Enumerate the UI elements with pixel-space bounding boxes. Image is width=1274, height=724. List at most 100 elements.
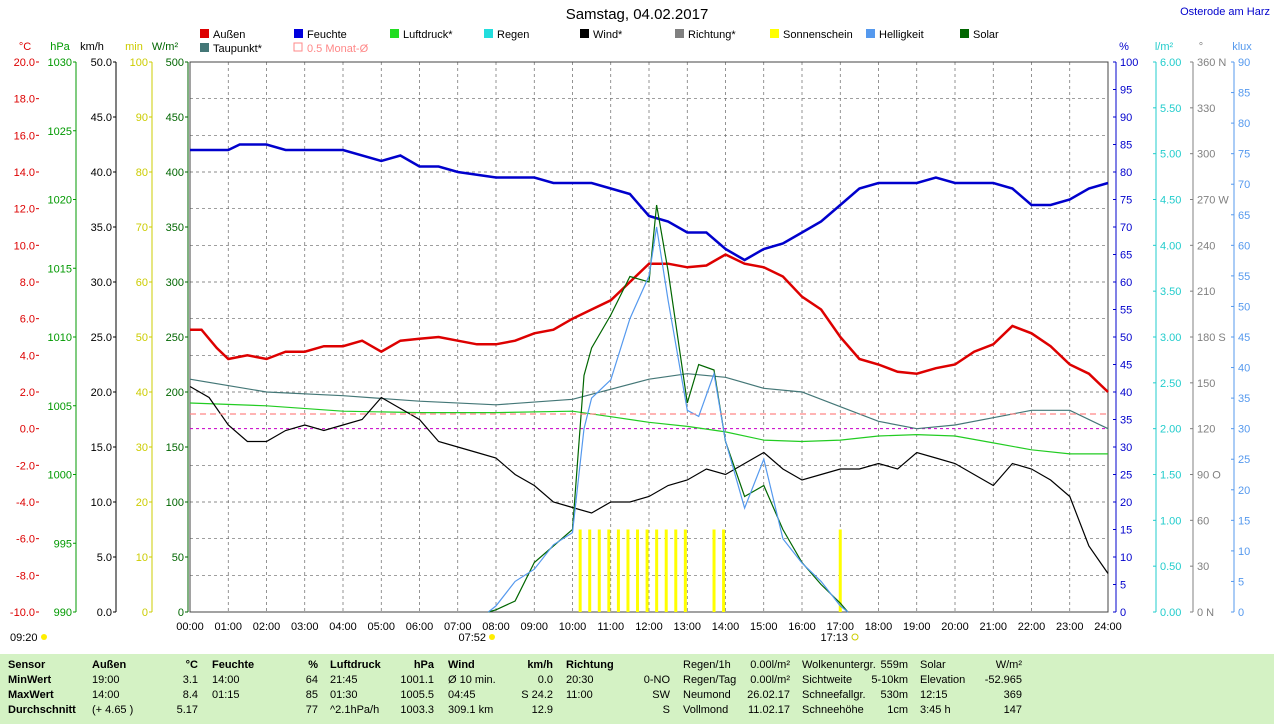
stats-cell: -52.965 — [984, 674, 1022, 686]
stats-cell: 147 — [1003, 704, 1022, 716]
temp-tick-label: 20.0 — [14, 57, 35, 69]
sunrise-label: 07:52 — [458, 632, 486, 644]
stats-cell: % — [308, 659, 318, 671]
stats-cell: Regen/1h — [683, 659, 731, 671]
temp-tick-label: -10.0 — [10, 607, 35, 619]
wind-tick-label: 0.0 — [97, 607, 112, 619]
rain-axis-unit: l/m² — [1155, 41, 1174, 53]
stats-cell: 0.00l/m² — [750, 659, 790, 671]
lux-tick-label: 70 — [1238, 179, 1250, 191]
stats-cell: Vollmond — [683, 704, 729, 716]
rain-tick-label: 6.00 — [1160, 57, 1181, 69]
humidity-tick-label: 45 — [1120, 360, 1132, 372]
stats-cell: 1005.5 — [400, 689, 434, 701]
lux-tick-label: 5 — [1238, 576, 1244, 588]
wind-axis-unit: km/h — [80, 41, 104, 53]
stats-cell: 85 — [305, 689, 318, 701]
wind-tick-label: 40.0 — [91, 167, 112, 179]
rain-tick-label: 1.50 — [1160, 470, 1181, 482]
lux-tick-label: 30 — [1238, 424, 1250, 436]
rain-tick-label: 0.50 — [1160, 561, 1181, 573]
temp-tick-label: -4.0 — [16, 497, 35, 509]
solar-tick-label: 300 — [166, 277, 184, 289]
solar-tick-label: 0 — [178, 607, 184, 619]
direction-tick-label: 0 N — [1197, 607, 1214, 619]
legend-label: Richtung* — [688, 29, 736, 41]
lux-tick-label: 75 — [1238, 149, 1250, 161]
sunmin-axis-unit: min — [125, 41, 143, 53]
legend-label: Helligkeit — [879, 29, 924, 41]
temp-tick-label: 6.0 — [20, 314, 35, 326]
humidity-tick-label: 70 — [1120, 222, 1132, 234]
rain-tick-label: 2.00 — [1160, 424, 1181, 436]
legend-label: 0.5 Monat-Ø — [307, 43, 369, 55]
stats-cell: 0.00l/m² — [750, 674, 790, 686]
sunmin-tick-label: 30 — [136, 442, 148, 454]
stats-cell: S 24.2 — [521, 689, 553, 701]
time-tick-label: 17:00 — [826, 621, 854, 633]
wind-tick-label: 10.0 — [91, 497, 112, 509]
stats-cell: 04:45 — [448, 689, 476, 701]
legend-swatch — [200, 43, 209, 52]
humidity-tick-label: 75 — [1120, 195, 1132, 207]
humidity-tick-label: 55 — [1120, 305, 1132, 317]
stats-cell: 21:45 — [330, 674, 358, 686]
weather-chart: °C 20.0 18.0 16.0 14.0 12.0 10.0 8.0 6.0 4.0 2.0 0.… — [10, 29, 1252, 644]
lux-tick-label: 25 — [1238, 454, 1250, 466]
lux-tick-label: 65 — [1238, 210, 1250, 222]
sunshine-bar — [607, 529, 611, 612]
humidity-tick-label: 90 — [1120, 112, 1132, 124]
stats-cell: 8.4 — [182, 689, 198, 701]
direction-tick-label: 90 O — [1197, 470, 1221, 482]
legend-swatch — [294, 29, 303, 38]
humidity-tick-label: 100 — [1120, 57, 1138, 69]
temp-tick-label: 18.0 — [14, 94, 35, 106]
stats-cell: 0.0 — [537, 674, 553, 686]
stats-cell: Richtung — [566, 659, 614, 671]
time-tick-label: 03:00 — [291, 621, 319, 633]
solar-tick-label: 350 — [166, 222, 184, 234]
rain-tick-label: 4.00 — [1160, 240, 1181, 252]
time-tick-label: 00:00 — [176, 621, 204, 633]
legend-swatch — [960, 29, 969, 38]
humidity-tick-label: 5 — [1120, 580, 1126, 592]
stats-cell: 26.02.17 — [747, 689, 790, 701]
stats-cell: Solar — [920, 659, 946, 671]
lux-tick-label: 35 — [1238, 393, 1250, 405]
stats-cell: 11.02.17 — [747, 704, 790, 716]
solar-tick-label: 100 — [166, 497, 184, 509]
stats-cell: 369 — [1003, 689, 1022, 701]
lux-tick-label: 60 — [1238, 240, 1250, 252]
humidity-tick-label: 80 — [1120, 167, 1132, 179]
rain-tick-label: 3.00 — [1160, 332, 1181, 344]
pressure-tick-label: 1000 — [48, 470, 72, 482]
direction-tick-label: 210 — [1197, 286, 1215, 298]
stats-cell: Elevation — [920, 674, 966, 686]
stats-cell: 3:45 h — [920, 704, 951, 716]
stats-cell: Wolkenuntergr. — [802, 659, 876, 671]
stats-cell: W/m² — [995, 659, 1022, 671]
series-line-luftdruck- — [189, 402, 1108, 455]
solar-tick-label: 250 — [166, 332, 184, 344]
sunmin-tick-label: 10 — [136, 552, 148, 564]
stats-cell: 01:15 — [212, 689, 240, 701]
wind-tick-label: 25.0 — [91, 332, 112, 344]
pressure-tick-label: 1015 — [48, 263, 72, 275]
humidity-tick-label: 30 — [1120, 442, 1132, 454]
humidity-tick-label: 85 — [1120, 140, 1132, 152]
sunshine-bar — [597, 529, 601, 612]
sunshine-bar — [674, 529, 678, 612]
series-line-wind- — [189, 385, 1109, 574]
stats-cell: SW — [652, 689, 670, 701]
sunmin-tick-label: 80 — [136, 167, 148, 179]
wind-tick-label: 45.0 — [91, 112, 112, 124]
stats-cell: 5-10km — [871, 674, 908, 686]
legend-swatch — [580, 29, 589, 38]
wind-tick-label: 5.0 — [97, 552, 112, 564]
stats-cell: 3.1 — [182, 674, 198, 686]
sunshine-bar — [655, 529, 659, 612]
legend-swatch — [866, 29, 875, 38]
stats-cell: Luftdruck — [330, 659, 381, 671]
lux-tick-label: 80 — [1238, 118, 1250, 130]
time-tick-label: 13:00 — [673, 621, 701, 633]
